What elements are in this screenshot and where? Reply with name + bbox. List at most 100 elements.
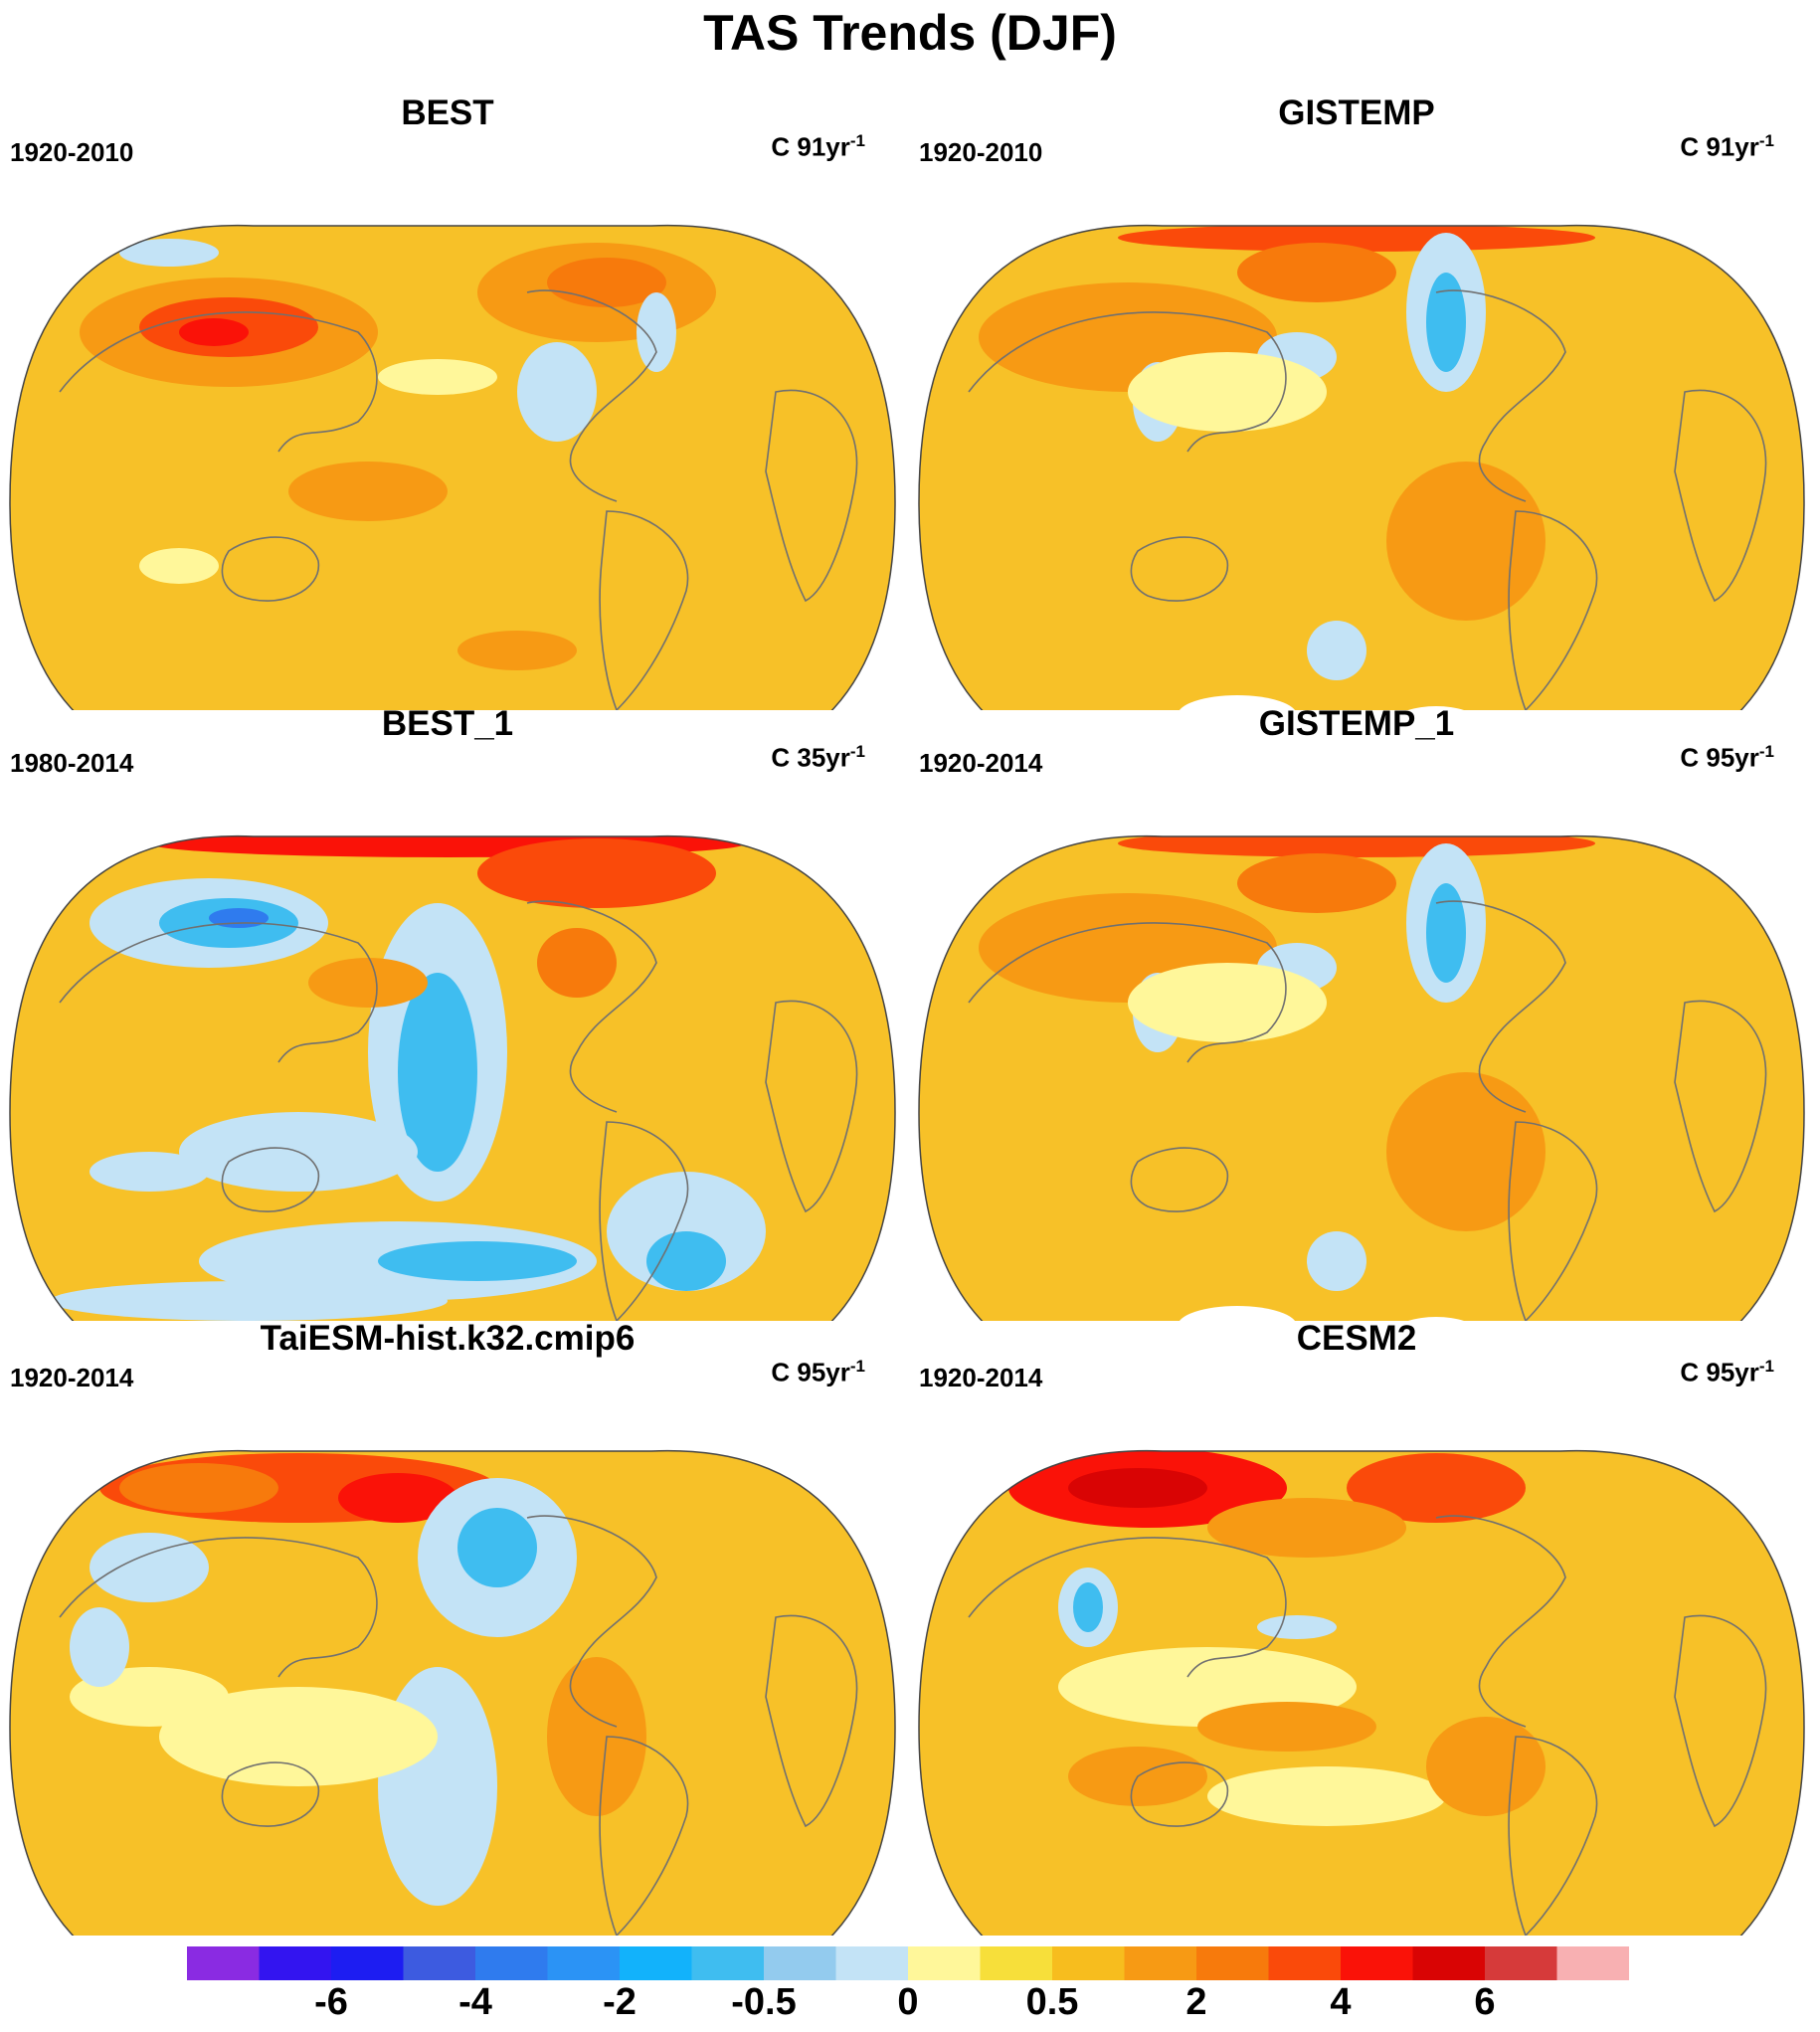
- map-panel-best: BEST 1920-2010 C 91yr-1: [0, 93, 896, 710]
- map-field: [10, 1450, 895, 1936]
- map-field: [10, 225, 895, 710]
- trend-region: [1257, 1615, 1337, 1639]
- coastline: [1435, 900, 1566, 1113]
- trend-region: [457, 1508, 537, 1587]
- trend-region: [1347, 1453, 1526, 1523]
- world-map: [9, 224, 896, 710]
- panel-title: GISTEMP: [1278, 93, 1435, 132]
- colorbar-swatch: [1268, 1946, 1342, 1980]
- map-outline: [918, 1449, 1805, 1936]
- coastline: [1674, 1614, 1767, 1828]
- colorbar-swatch: [835, 1946, 909, 1980]
- trend-region: [1307, 621, 1366, 680]
- coastline: [765, 389, 858, 603]
- coastline: [1674, 389, 1767, 603]
- trend-region: [308, 958, 428, 1008]
- trend-region: [477, 838, 716, 908]
- colorbar-tick-label: -6: [314, 1981, 348, 2023]
- trend-region: [1426, 273, 1466, 372]
- trend-region: [1128, 352, 1327, 432]
- colorbar-swatch: [1412, 1946, 1486, 1980]
- world-map: [918, 1449, 1805, 1936]
- background-field: [10, 225, 895, 710]
- trend-region: [457, 631, 577, 670]
- panel-title: GISTEMP_1: [1258, 704, 1455, 743]
- period-label: 1920-2014: [10, 1363, 134, 1392]
- trend-region: [159, 1687, 438, 1786]
- trend-region: [50, 1281, 448, 1321]
- trend-region: [179, 318, 249, 346]
- trend-region: [1426, 883, 1466, 983]
- colorbar-swatch: [620, 1946, 692, 1980]
- trend-region: [537, 928, 617, 998]
- map-outline: [918, 224, 1805, 710]
- coastlines: [968, 289, 1767, 710]
- colorbar-swatch: [331, 1946, 404, 1980]
- coastline: [59, 1537, 378, 1678]
- figure-title: TAS Trends (DJF): [703, 5, 1117, 61]
- coastlines: [968, 1515, 1767, 1936]
- map-outline: [918, 834, 1805, 1321]
- coastline: [1130, 1761, 1229, 1827]
- colorbar-swatch: [403, 1946, 476, 1980]
- map-panel-cesm2: CESM2 1920-2014 C 95yr-1: [909, 1319, 1805, 1936]
- colorbar-tick-label: -4: [458, 1981, 492, 2023]
- colorbar-swatch: [475, 1946, 548, 1980]
- trend-region: [646, 1231, 726, 1291]
- trend-region: [378, 1241, 577, 1281]
- units-label: C 91yr-1: [771, 131, 865, 162]
- trend-region: [1128, 963, 1327, 1042]
- colorbar-swatch: [259, 1946, 332, 1980]
- colorbar-tick-label: 0.5: [1025, 1981, 1079, 2023]
- period-label: 1920-2010: [919, 137, 1043, 167]
- colorbar-swatch: [980, 1946, 1053, 1980]
- trend-region: [1178, 1306, 1297, 1321]
- trend-region: [139, 548, 219, 584]
- coastlines: [59, 1515, 858, 1936]
- coastline: [526, 289, 657, 502]
- colorbar-tick-label: 4: [1330, 1981, 1352, 2023]
- colorbar-swatch: [1124, 1946, 1197, 1980]
- coastline: [59, 922, 378, 1063]
- world-map: [918, 224, 1805, 710]
- trend-region: [1307, 1231, 1366, 1291]
- coastline: [1435, 289, 1566, 502]
- coastline: [526, 1515, 657, 1728]
- colorbar-swatch: [1341, 1946, 1413, 1980]
- coastline: [1508, 1121, 1598, 1321]
- colorbar-tick-label: 2: [1185, 1981, 1207, 2023]
- coastline: [765, 1000, 858, 1213]
- world-map: [9, 1449, 896, 1936]
- trend-region: [1197, 1702, 1376, 1752]
- units-label: C 95yr-1: [1680, 1357, 1774, 1387]
- period-label: 1920-2010: [10, 137, 134, 167]
- trend-region: [119, 239, 219, 267]
- trend-region: [1118, 835, 1595, 857]
- coastline: [221, 1147, 320, 1212]
- colorbar-tick-label: -2: [603, 1981, 637, 2023]
- colorbar-swatch: [1485, 1946, 1557, 1980]
- coastlines: [59, 900, 858, 1321]
- units-label: C 95yr-1: [771, 1357, 865, 1387]
- period-label: 1920-2014: [919, 748, 1043, 778]
- map-panel-gistemp: GISTEMP 1920-2010 C 91yr-1: [909, 93, 1805, 710]
- trend-region: [1207, 1766, 1446, 1826]
- trend-region: [288, 462, 448, 521]
- trend-region: [119, 1463, 278, 1513]
- colorbar-swatch: [187, 1946, 260, 1980]
- coastline: [599, 1121, 689, 1321]
- colorbar-tick-label: -0.5: [731, 1981, 797, 2023]
- units-label: C 35yr-1: [771, 742, 865, 773]
- trend-region: [1073, 1582, 1103, 1632]
- trend-region: [1426, 1717, 1546, 1816]
- map-outline: [9, 224, 896, 710]
- trend-region: [70, 1607, 129, 1687]
- map-panel-taiesm: TaiESM-hist.k32.cmip6 1920-2014 C 95yr-1: [0, 1319, 896, 1936]
- colorbar-swatch: [1196, 1946, 1269, 1980]
- units-label: C 95yr-1: [1680, 742, 1774, 773]
- panel-title: CESM2: [1296, 1319, 1417, 1358]
- colorbar-swatch: [691, 1946, 765, 1980]
- coastline: [765, 1614, 858, 1828]
- map-panel-gistemp-1: GISTEMP_1 1920-2014 C 95yr-1: [909, 704, 1805, 1321]
- trend-region: [1386, 1072, 1546, 1231]
